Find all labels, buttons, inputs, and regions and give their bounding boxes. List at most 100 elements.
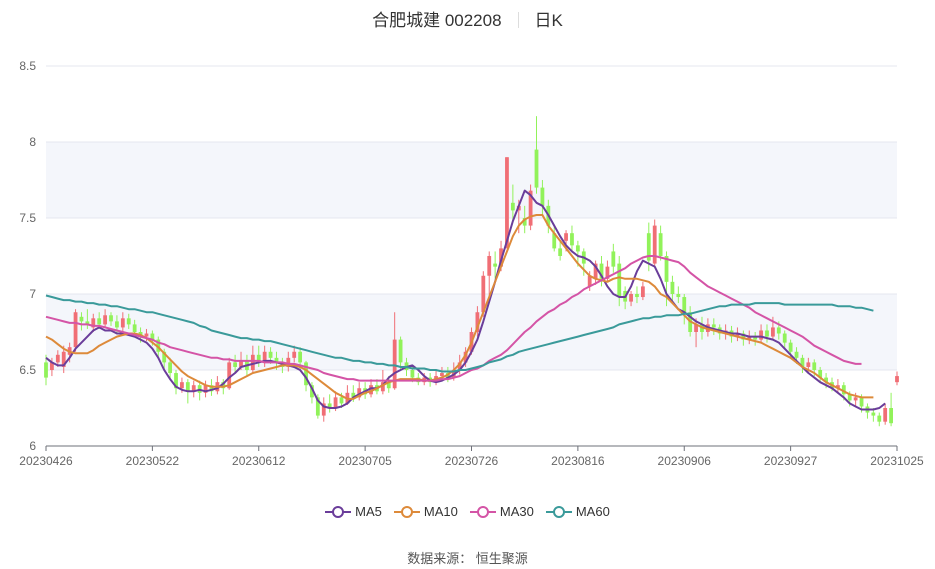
- candle: [658, 225, 663, 261]
- legend-marker-icon: [469, 506, 496, 518]
- candle-body: [528, 190, 533, 226]
- candle-body: [321, 403, 326, 416]
- candle: [103, 309, 107, 328]
- candle-body: [168, 362, 173, 374]
- moving-average-lines: [45, 189, 886, 411]
- candle-body: [895, 376, 899, 383]
- candle: [694, 318, 698, 348]
- candle: [191, 380, 196, 398]
- candle-body: [540, 187, 545, 206]
- candle-body: [357, 388, 362, 398]
- candle: [676, 286, 681, 304]
- candle: [593, 260, 598, 285]
- candle-body: [162, 351, 167, 363]
- candle-body: [711, 324, 716, 328]
- candle: [759, 324, 763, 343]
- y-tick-label: 7.5: [19, 211, 36, 225]
- candle: [558, 240, 563, 261]
- candle-body: [889, 408, 893, 424]
- candle-body: [262, 351, 267, 361]
- candle-body: [564, 233, 568, 241]
- candle-body: [859, 397, 864, 407]
- candle-body: [552, 233, 557, 249]
- candle: [50, 357, 54, 377]
- legend-label: MA5: [355, 504, 382, 519]
- candle-body: [109, 315, 113, 322]
- candle-body: [776, 327, 781, 334]
- candlestick-chart[interactable]: 66.577.588.5 20230426 20230522 20230612 202…: [0, 0, 935, 500]
- candle: [398, 336, 403, 370]
- candle-body: [522, 218, 527, 226]
- x-tick-label: 20230816: [551, 454, 605, 468]
- x-tick-label: 20230906: [658, 454, 712, 468]
- data-source: 数据来源： 恒生聚源: [407, 551, 528, 566]
- candle-body: [534, 149, 539, 188]
- candle-body: [493, 263, 498, 267]
- x-tick-label: 20230612: [232, 454, 286, 468]
- candle-body: [587, 275, 592, 287]
- candle: [310, 382, 314, 404]
- candle: [493, 251, 498, 279]
- y-axis: 6 6.5 7 7.5 8 8.5: [19, 59, 36, 453]
- candle-body: [292, 351, 297, 358]
- candle-body: [44, 362, 48, 378]
- candle: [765, 324, 769, 343]
- candle-body: [239, 360, 243, 367]
- grid-lines: [46, 65, 897, 447]
- candle-body: [115, 321, 119, 328]
- candle: [61, 345, 66, 374]
- candle: [540, 180, 545, 215]
- candle-body: [611, 251, 616, 267]
- legend-marker-icon: [545, 506, 572, 518]
- candle-body: [91, 318, 96, 328]
- candle: [818, 366, 823, 383]
- candle-body: [853, 397, 858, 401]
- candle-body: [510, 202, 515, 211]
- candle-body: [203, 385, 208, 393]
- candle: [168, 357, 173, 380]
- candle-body: [298, 351, 303, 363]
- candle-body: [180, 382, 184, 389]
- candle-body: [806, 362, 811, 367]
- candle: [44, 354, 48, 386]
- legend-item-ma10[interactable]: MA10: [393, 504, 458, 519]
- candle-body: [457, 362, 462, 370]
- candle-body: [841, 385, 846, 395]
- candle: [79, 312, 84, 331]
- candle-body: [652, 225, 657, 264]
- candle-body: [256, 354, 261, 361]
- candle: [865, 403, 870, 419]
- candle-body: [79, 316, 84, 322]
- candle: [91, 313, 96, 332]
- candle: [877, 412, 882, 427]
- legend-label: MA60: [575, 504, 610, 519]
- stock-name: 合肥城建 002208: [372, 11, 502, 30]
- candle: [711, 318, 716, 336]
- candle-body: [475, 312, 480, 332]
- candle: [233, 354, 238, 374]
- period-label: 日K: [534, 11, 563, 30]
- candle-body: [558, 248, 563, 256]
- candle-body: [646, 233, 651, 261]
- candle-body: [658, 233, 663, 256]
- legend-item-ma30[interactable]: MA30: [469, 504, 534, 519]
- candle-body: [505, 157, 509, 249]
- candle-body: [315, 397, 320, 416]
- candle: [174, 370, 178, 395]
- candle-body: [694, 324, 698, 332]
- candle: [570, 225, 574, 252]
- candle-body: [233, 362, 238, 367]
- candle-body: [735, 333, 740, 337]
- candle-body: [812, 362, 817, 370]
- ma60-line: [45, 294, 874, 373]
- legend-item-ma5[interactable]: MA5: [325, 504, 382, 519]
- candle-body: [670, 281, 675, 294]
- candle-body: [50, 362, 54, 370]
- x-tick-label: 20230927: [764, 454, 818, 468]
- x-tick-label: 20230705: [338, 454, 392, 468]
- candle-body: [640, 286, 645, 298]
- candle-body: [386, 382, 391, 389]
- legend-item-ma60[interactable]: MA60: [545, 504, 610, 519]
- candle-body: [481, 275, 486, 313]
- candle-body: [286, 357, 291, 367]
